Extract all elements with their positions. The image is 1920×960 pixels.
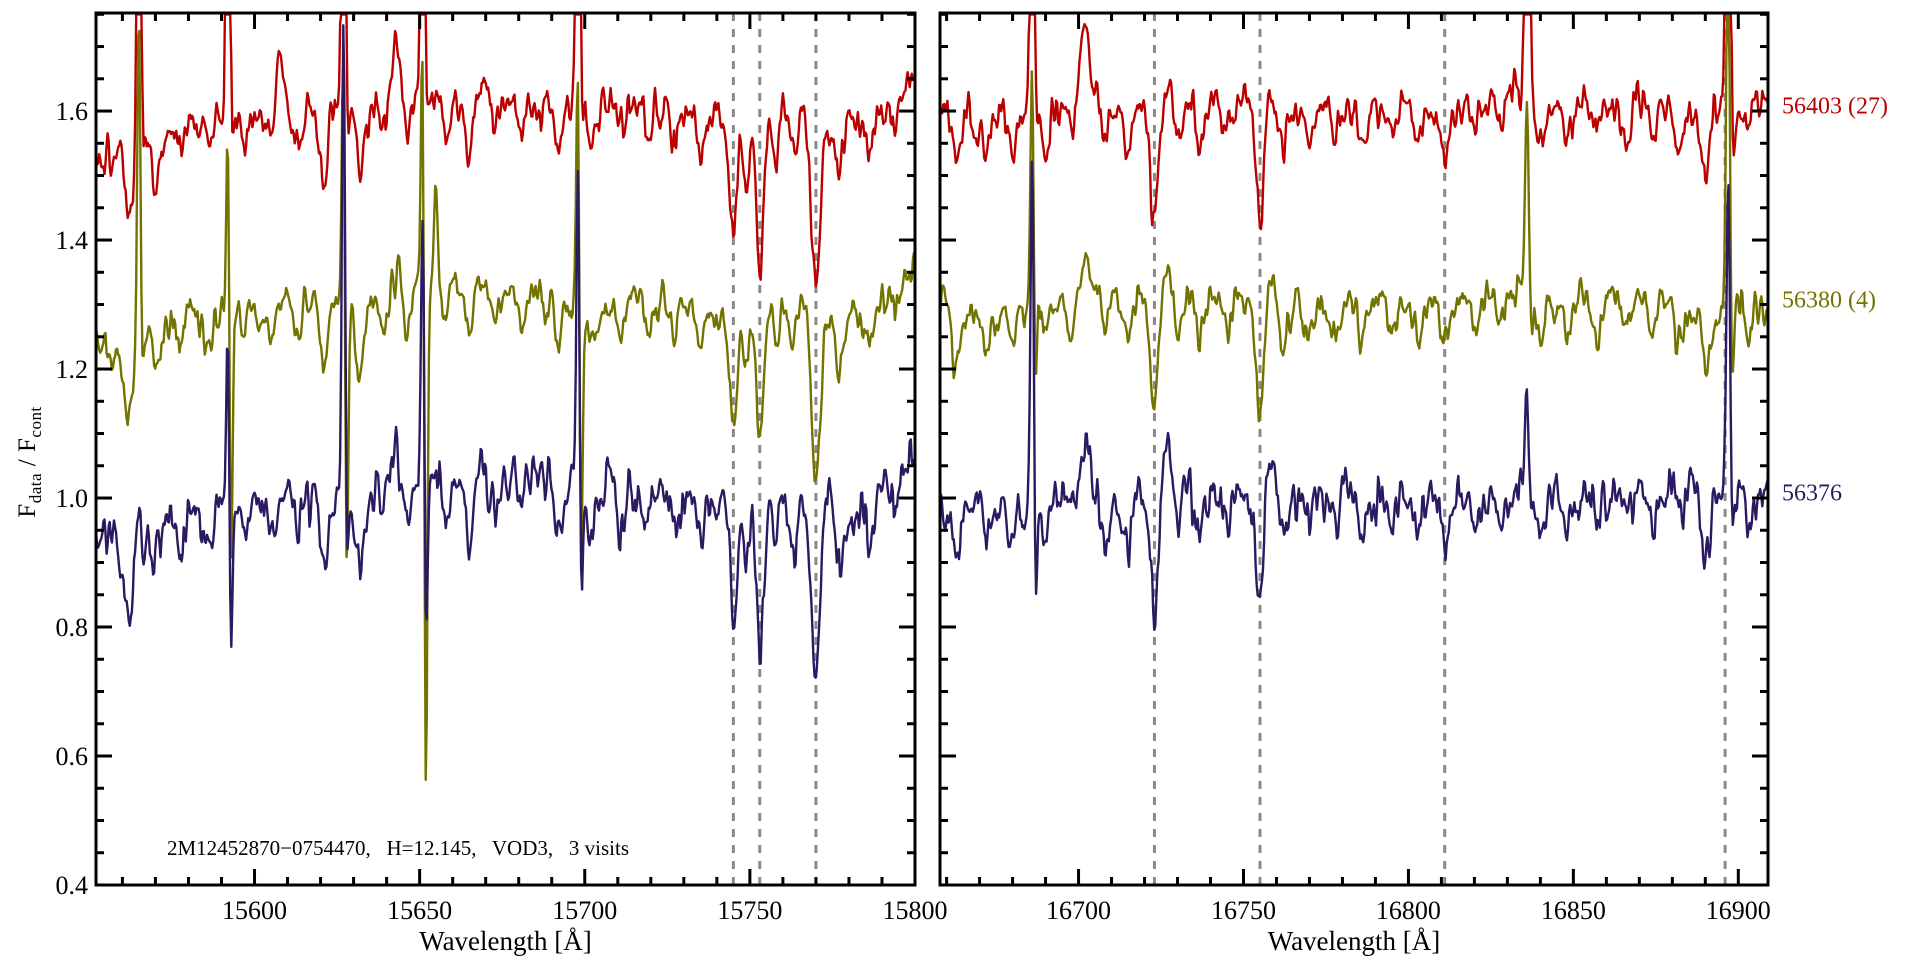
y-tick-label-1.2: 1.2: [56, 355, 89, 384]
y-axis-label: Fdata / Fcont: [14, 406, 46, 517]
series-label-56403: 56403 (27): [1782, 93, 1888, 120]
spectra: [97, 14, 1767, 781]
x-tick-label-15750: 15750: [717, 896, 782, 925]
y-axis-label-sub1: data: [26, 472, 45, 504]
y-axis-label-sub2: cont: [26, 406, 45, 438]
axes-frame: [94, 11, 1770, 887]
x-tick-label-16700: 16700: [1046, 896, 1111, 925]
x-tick-label-16750: 16750: [1211, 896, 1276, 925]
x-tick-label-15600: 15600: [222, 896, 287, 925]
spectrum-56403-panel1: [941, 14, 1767, 231]
y-tick-label-1.4: 1.4: [56, 226, 89, 255]
series-label-56380: 56380 (4): [1782, 287, 1876, 314]
x-axis-label-right: Wavelength [Å]: [1267, 926, 1441, 956]
y-tick-label-1.6: 1.6: [56, 97, 89, 126]
x-tick-label-16900: 16900: [1706, 896, 1771, 925]
x-tick-label-16850: 16850: [1541, 896, 1606, 925]
spectrum-56376-panel1: [941, 160, 1767, 631]
target-annotation: 2M12452870−0754470, H=12.145, VOD3, 3 vi…: [167, 836, 629, 860]
y-tick-label-0.4: 0.4: [56, 871, 89, 900]
y-tick-label-1: 1.0: [56, 484, 89, 513]
y-axis-label-f2: / F: [14, 437, 41, 473]
panel-frame-1: [938, 11, 1770, 887]
tick-labels: 15600 15650 15700 15750 15800 16700 16750 16800…: [56, 97, 1771, 925]
series-label-56376: 56376: [1782, 480, 1842, 507]
panel-frame-0: [94, 11, 917, 887]
y-tick-label-0.8: 0.8: [56, 613, 89, 642]
x-tick-label-15800: 15800: [883, 896, 948, 925]
spectrum-56403-panel0: [97, 14, 914, 288]
x-tick-label-16800: 16800: [1376, 896, 1441, 925]
y-axis-label-f1: F: [14, 503, 41, 518]
dashed-reference-lines: [731, 13, 1727, 885]
spectrum-56380-panel0: [97, 29, 914, 781]
x-axis-label-left: Wavelength [Å]: [419, 926, 592, 956]
x-tick-label-15650: 15650: [387, 896, 452, 925]
spectrum-56380-panel1: [941, 14, 1767, 423]
spectrum-56376-panel0: [97, 24, 914, 679]
x-tick-label-15700: 15700: [552, 896, 617, 925]
y-tick-label-0.6: 0.6: [56, 742, 89, 771]
